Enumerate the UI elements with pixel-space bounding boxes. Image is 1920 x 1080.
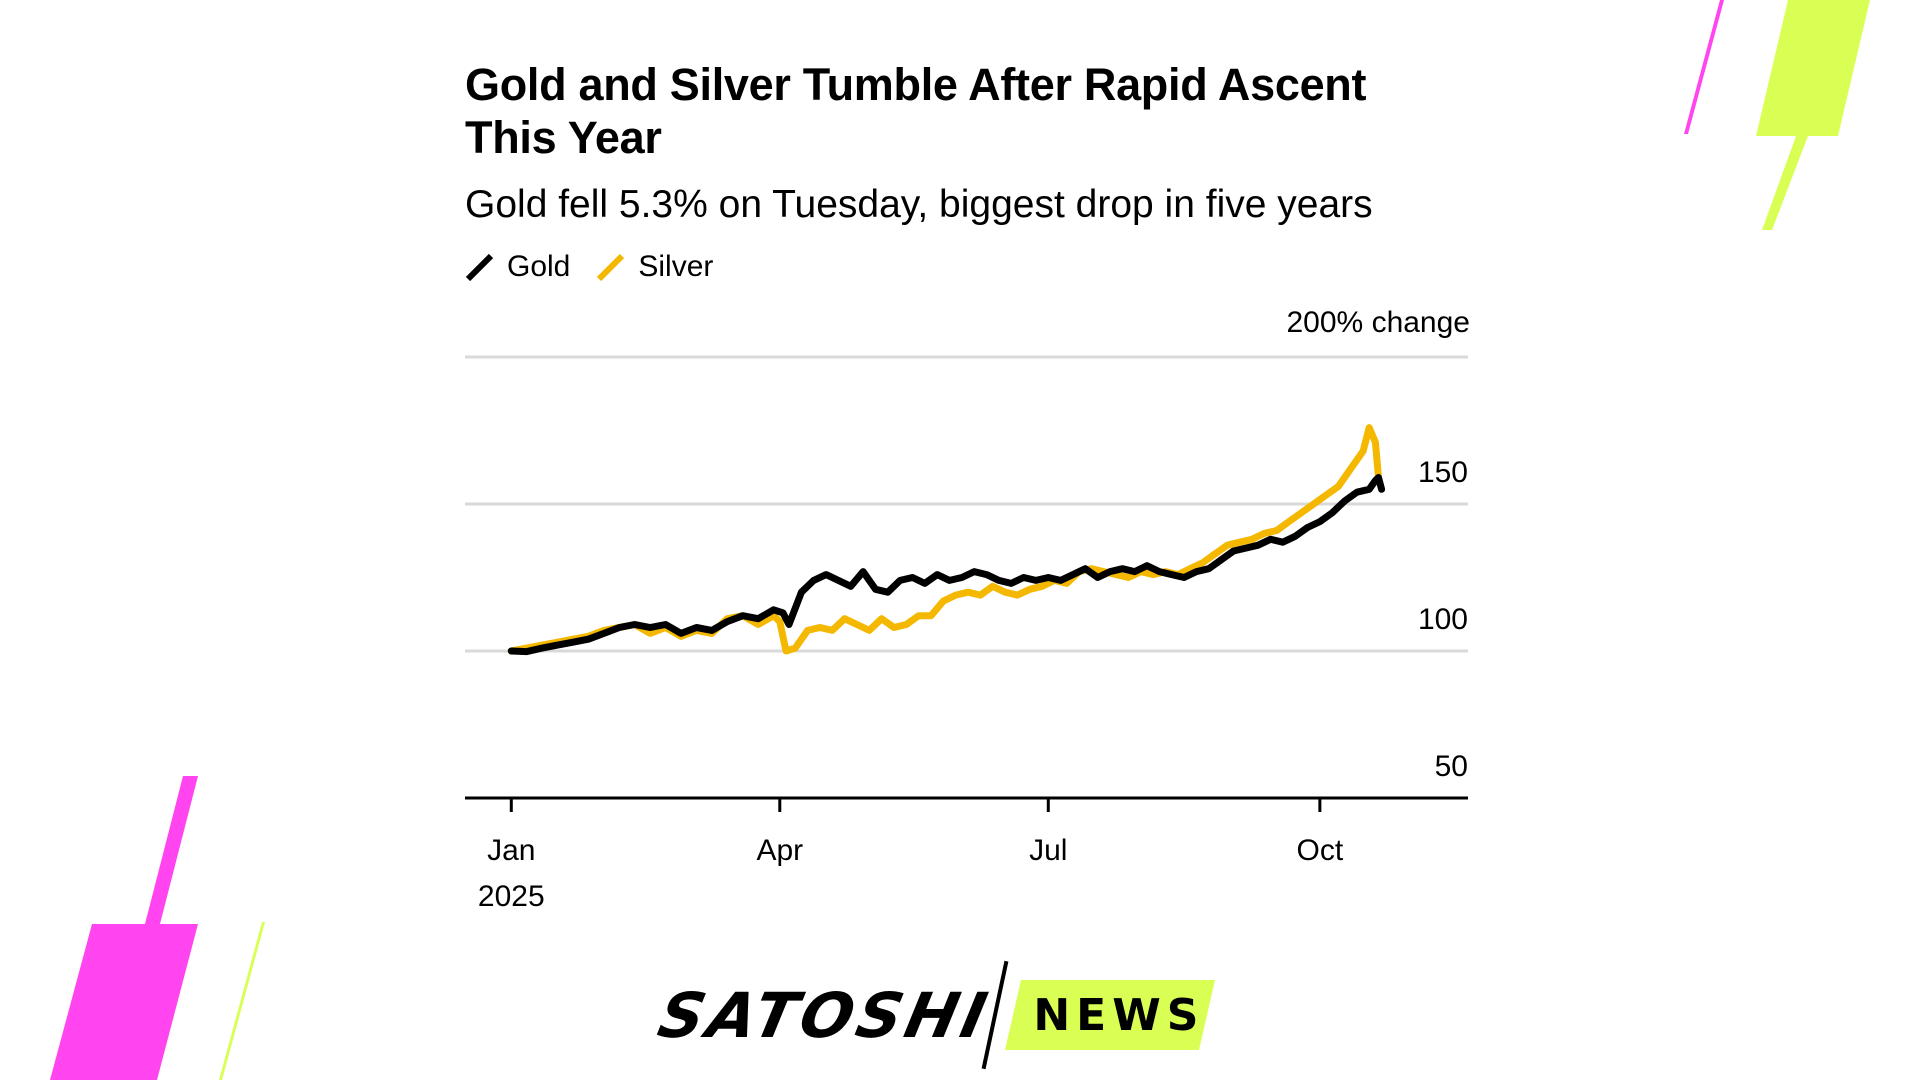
logo-word-news: NEWS [1033, 990, 1205, 1041]
y-tick-label-100: 100 [1418, 603, 1468, 636]
pink-stem-bottom-left [145, 776, 198, 924]
series-line-gold [507, 474, 1386, 656]
legend: Gold Silver [465, 247, 739, 287]
y-axis-unit-label: 200% change [1286, 306, 1471, 339]
x-tick-label-oct: Oct [1297, 834, 1344, 867]
legend-label-silver: Silver [638, 250, 714, 283]
logo-news-background [1005, 980, 1216, 1050]
lime-stem-top-right [1762, 136, 1808, 230]
pink-line-top-right [1684, 0, 1724, 134]
satoshi-news-logo: SATOSHI NEWS [652, 960, 1216, 1070]
logo-news-badge: NEWS [1005, 980, 1216, 1050]
lime-bar-top-right [1756, 0, 1870, 136]
lime-line-bottom-left [219, 922, 265, 1080]
y-tick-label-50: 50 [1435, 750, 1468, 783]
legend-swatch-gold [465, 253, 494, 282]
y-tick-label-150: 150 [1418, 456, 1468, 489]
x-tick-label-jan: Jan [487, 834, 535, 867]
legend-item-silver: Silver [596, 250, 713, 284]
legend-item-gold: Gold [465, 250, 570, 284]
pink-bar-bottom-left [50, 924, 198, 1080]
series-line-silver [507, 424, 1382, 655]
legend-swatch-silver [597, 253, 625, 282]
legend-label-gold: Gold [507, 250, 571, 283]
logo-word-satoshi: SATOSHI [652, 978, 998, 1052]
chart-title: Gold and Silver Tumble After Rapid Ascen… [465, 59, 1367, 163]
x-tick-sublabel-jan: 2025 [478, 880, 545, 913]
chart-subtitle: Gold fell 5.3% on Tuesday, biggest drop … [465, 183, 1373, 226]
x-tick-label-apr: Apr [756, 834, 803, 867]
x-tick-label-jul: Jul [1029, 834, 1067, 867]
